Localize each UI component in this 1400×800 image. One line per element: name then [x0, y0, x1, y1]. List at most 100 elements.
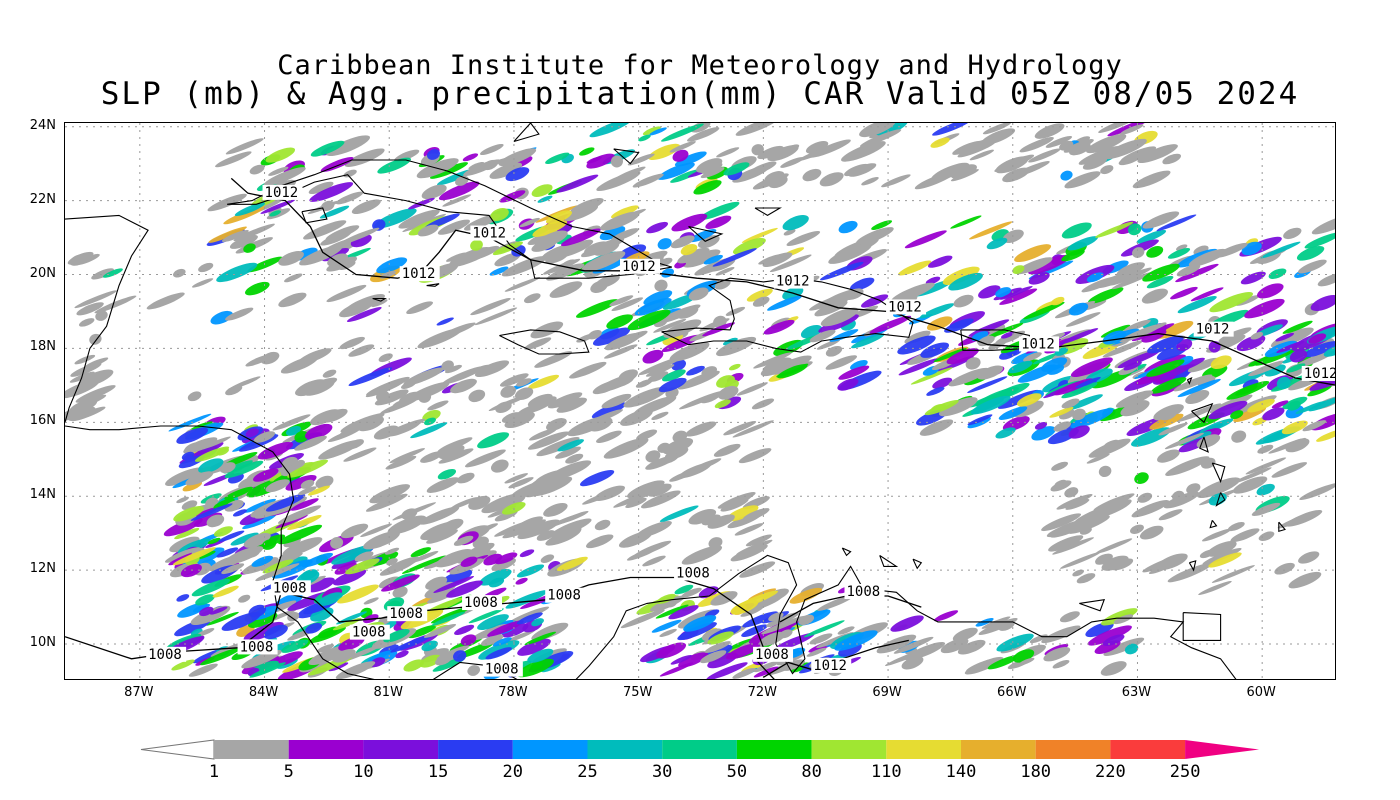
precip-patch	[498, 148, 537, 167]
precip-patch	[271, 559, 313, 579]
precip-patch	[1068, 425, 1090, 439]
precip-patch	[1053, 421, 1072, 432]
precip-patch	[366, 376, 410, 396]
precip-patch	[672, 149, 689, 162]
precip-patch	[925, 276, 941, 285]
isobar-label: 1012	[470, 225, 511, 242]
precip-patch	[850, 359, 868, 371]
precip-patch	[1052, 659, 1070, 669]
precip-patch	[977, 365, 1004, 380]
precip-patch	[869, 315, 912, 334]
precip-patch	[1050, 296, 1065, 306]
precip-patch	[946, 348, 979, 365]
precip-patch	[373, 425, 399, 440]
precip-patch	[265, 147, 296, 163]
colorbar-level-label: 5	[283, 762, 294, 782]
precip-patch	[1072, 408, 1086, 421]
isobar-label-bg	[1301, 365, 1335, 381]
precip-patch	[569, 361, 607, 379]
isobar-label-text: 1008	[464, 595, 498, 611]
precip-patch	[720, 498, 749, 512]
precip-patch	[411, 550, 439, 563]
precip-patch	[707, 631, 734, 645]
precip-patch	[1233, 467, 1272, 484]
precip-patch	[505, 167, 530, 182]
precip-patch	[427, 400, 449, 411]
precip-patch	[735, 123, 780, 136]
coastline	[841, 547, 852, 557]
precip-patch	[332, 649, 356, 663]
precip-patch	[427, 149, 440, 160]
precip-patch	[464, 449, 506, 468]
precip-patch	[952, 627, 978, 642]
precip-patch	[1132, 504, 1158, 517]
precip-patch	[1104, 439, 1119, 447]
precip-patch	[1235, 385, 1258, 396]
colorbar-level-label: 20	[502, 762, 524, 782]
precip-patch	[488, 393, 530, 412]
precip-patch	[339, 336, 365, 350]
precip-patch	[1068, 515, 1110, 534]
precip-patch	[592, 257, 627, 274]
colorbar-level-label: 15	[427, 762, 449, 782]
precip-patch	[701, 514, 721, 526]
precip-patch	[678, 652, 709, 668]
lon-tick-label: 81W	[373, 685, 403, 700]
isobar-label: 1008	[482, 661, 523, 678]
precip-patch	[732, 667, 756, 679]
precip-patch	[1281, 420, 1308, 435]
precip-patch	[1056, 494, 1093, 510]
precip-patch	[820, 307, 859, 327]
precip-patch	[351, 199, 381, 215]
isobar-label-bg	[753, 646, 794, 662]
precip-patch	[70, 362, 102, 377]
precip-patch	[1061, 249, 1085, 262]
precip-patch	[545, 528, 581, 546]
precip-patch	[450, 378, 477, 394]
precip-patch	[1271, 400, 1289, 409]
precip-patch	[232, 509, 248, 517]
coastline	[301, 207, 328, 224]
precip-patch	[904, 642, 946, 661]
precip-patch	[381, 574, 420, 592]
precip-patch	[243, 243, 256, 253]
precip-patch	[1014, 244, 1052, 263]
precip-patch	[449, 246, 491, 267]
precip-patch	[1230, 528, 1260, 543]
precip-patch	[1086, 272, 1104, 283]
precip-patch	[1150, 377, 1187, 394]
precip-patch	[606, 314, 633, 329]
precip-patch	[298, 486, 317, 496]
precip-patch	[1132, 247, 1145, 258]
precip-patch	[441, 360, 454, 371]
lon-tick-label: 66W	[997, 685, 1027, 700]
precip-patch	[365, 493, 408, 512]
precip-patch	[331, 545, 374, 565]
precip-patch	[261, 539, 277, 550]
precip-patch	[1076, 573, 1096, 584]
isobar-label: 1012	[262, 184, 303, 201]
map-canvas: 1012 1012 1012 1012 1012 1012 1012 1012 1012 1008…	[65, 123, 1335, 679]
precip-patch	[1120, 146, 1157, 163]
precip-patch	[1271, 462, 1308, 478]
precip-patch	[1131, 427, 1172, 447]
precip-patch	[981, 128, 1016, 145]
precip-patch	[642, 349, 664, 364]
precip-patch	[408, 197, 435, 210]
precip-patch	[519, 549, 535, 558]
precip-patch	[312, 380, 330, 391]
precip-patch	[1317, 273, 1335, 287]
precip-patch	[196, 550, 216, 560]
precip-patch	[957, 140, 997, 158]
precip-patch	[499, 190, 526, 203]
precip-patch	[191, 578, 231, 597]
isobar-label-text: 1008	[273, 580, 307, 596]
precip-patch	[1162, 153, 1182, 165]
precip-patch	[531, 237, 558, 252]
colorbar-level-label: 180	[1020, 762, 1052, 782]
precip-patch	[207, 193, 247, 212]
precip-patch	[1208, 552, 1242, 568]
precip-patch	[995, 156, 1029, 174]
coastline	[372, 297, 388, 302]
precip-patch	[1164, 432, 1204, 450]
